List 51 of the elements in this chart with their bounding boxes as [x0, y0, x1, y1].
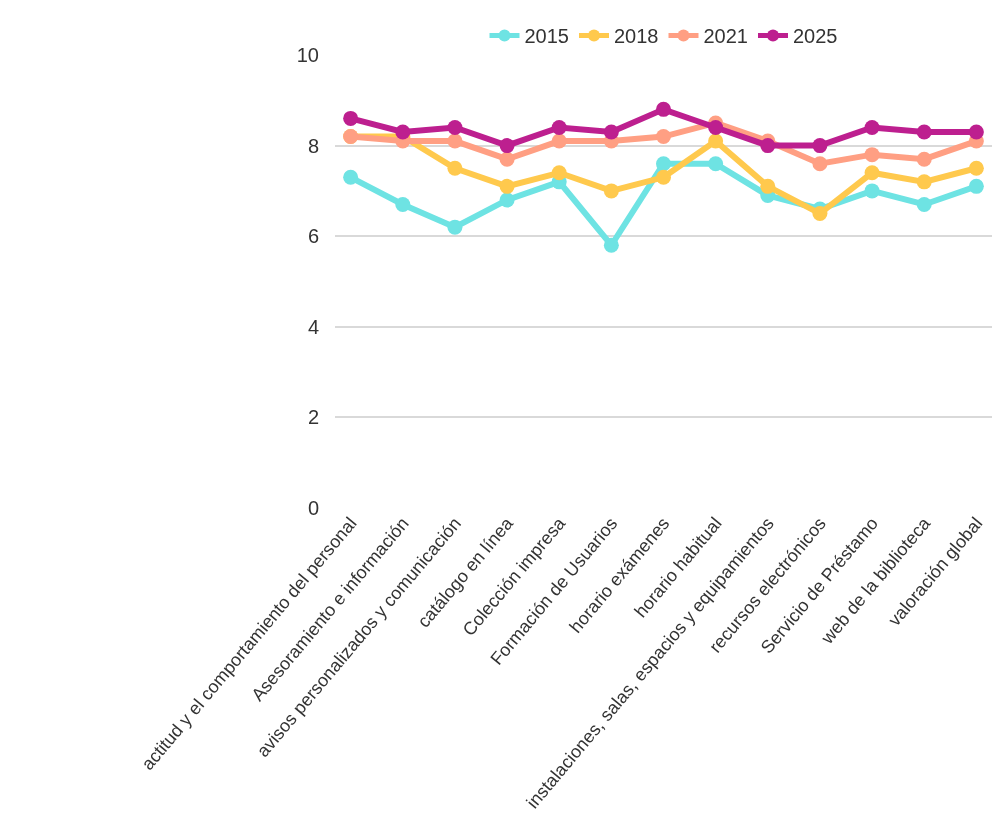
point — [603, 237, 619, 253]
point — [447, 219, 463, 235]
point — [603, 183, 619, 199]
legend-label: 2018 — [614, 25, 659, 48]
point — [656, 156, 671, 172]
point — [864, 119, 880, 135]
point — [864, 147, 880, 163]
point — [760, 138, 776, 154]
point — [968, 124, 984, 140]
point — [708, 156, 724, 172]
point — [812, 156, 828, 172]
point — [760, 178, 776, 194]
y-tick-label: 4 — [307, 315, 319, 338]
point — [656, 101, 671, 117]
legend-label: 2025 — [793, 25, 838, 48]
point — [551, 119, 567, 135]
legend-label: 2021 — [703, 25, 748, 48]
legend-label: 2015 — [524, 25, 569, 48]
point — [968, 160, 984, 176]
point — [499, 151, 515, 167]
point — [708, 119, 724, 135]
point — [812, 206, 828, 222]
point — [916, 124, 932, 140]
point — [395, 196, 411, 212]
point — [656, 169, 671, 185]
point — [551, 165, 567, 181]
point — [916, 151, 932, 167]
point — [708, 133, 724, 149]
point — [447, 133, 463, 149]
point — [343, 169, 359, 185]
point — [499, 178, 515, 194]
point — [968, 178, 984, 194]
point — [812, 138, 828, 154]
y-tick-label: 2 — [307, 406, 319, 429]
y-tick-label: 0 — [307, 497, 319, 519]
point — [395, 124, 411, 140]
point — [656, 129, 671, 145]
point — [447, 119, 463, 135]
y-tick-label: 10 — [296, 44, 319, 66]
point — [864, 165, 880, 181]
point — [499, 192, 515, 208]
point — [864, 183, 880, 199]
point — [447, 160, 463, 176]
y-tick-label: 8 — [307, 134, 319, 157]
point — [916, 196, 932, 212]
y-tick-label: 6 — [307, 225, 319, 248]
point — [551, 133, 567, 149]
point — [603, 124, 619, 140]
point — [343, 110, 359, 126]
point — [916, 174, 932, 190]
point — [499, 138, 515, 154]
